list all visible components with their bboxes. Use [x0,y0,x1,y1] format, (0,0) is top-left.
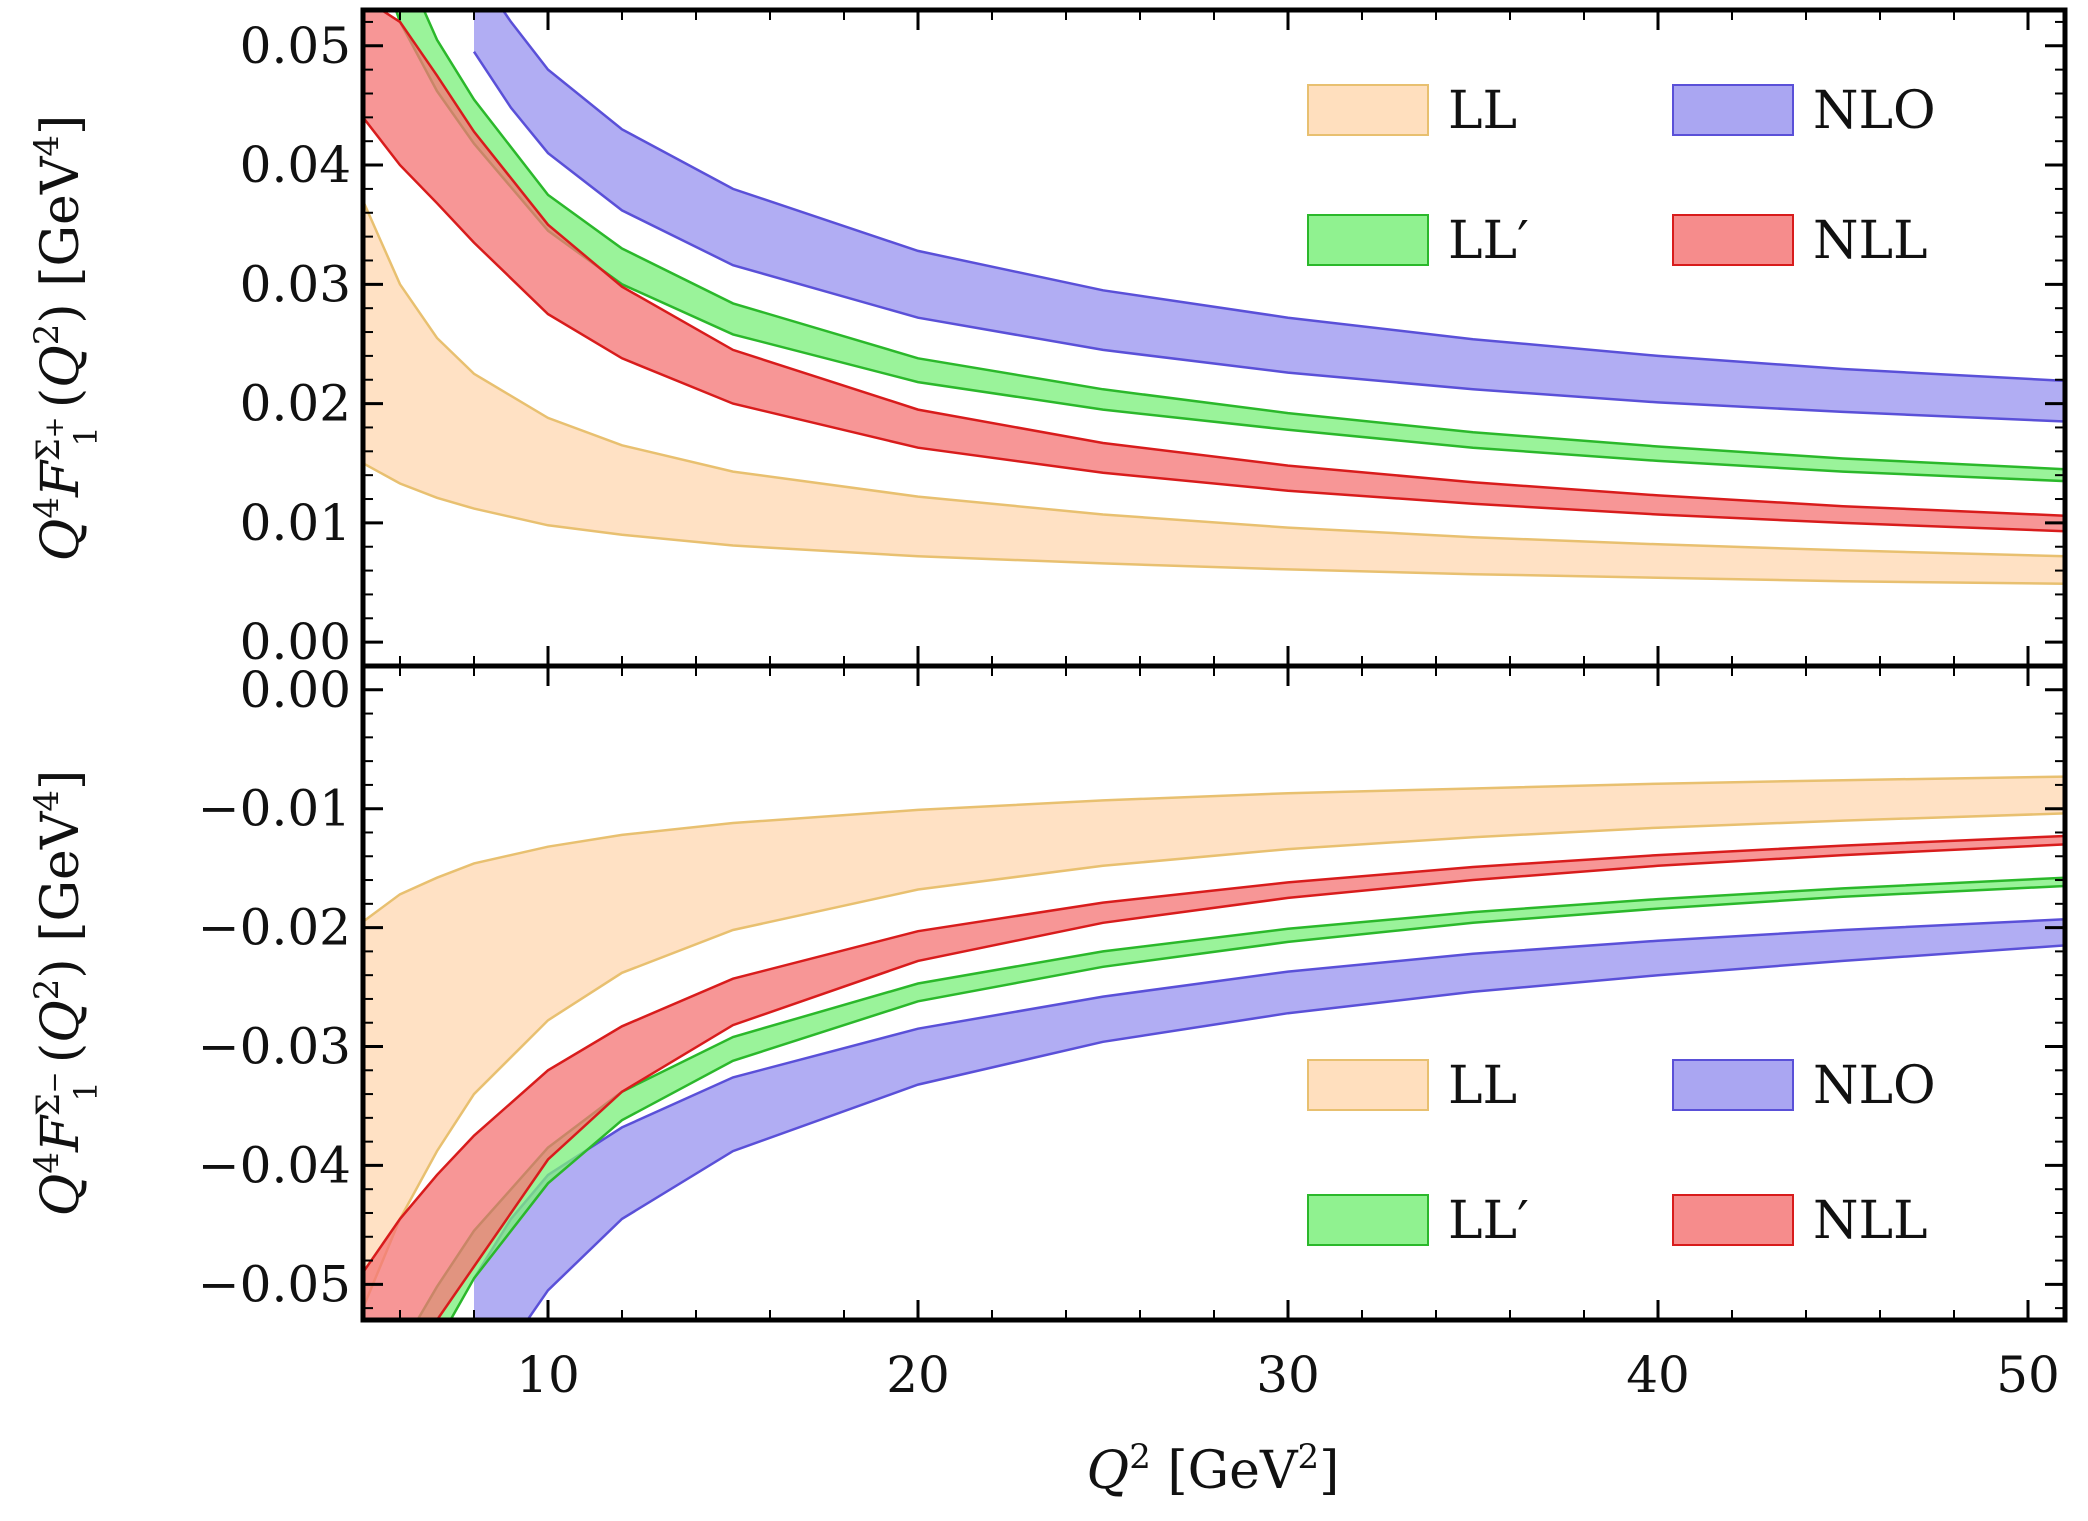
xlabel: Q2 [GeV2] [1087,1437,1340,1501]
band-nll-lower-edge-0 [363,116,2065,533]
band-ll-upper-edge-1 [363,775,2065,923]
legend-top: LL NLO LL′ NLL [1307,81,1936,271]
band-nlo-lower-edge-1 [525,944,2065,1320]
band-ll-lower-edge-1 [363,812,2065,1309]
top-panel-bands [363,10,2065,585]
legend-label-llp-1: LL′ [1448,1191,1529,1251]
ytick-label-1-1: −0.01 [198,780,351,838]
band-ll-upper-edge-0 [363,200,2065,558]
band-nlo-0 [474,10,2065,422]
legend-swatch-ll-1 [1307,1059,1429,1111]
band-nlo-lower-edge-0 [472,51,2065,423]
band-nlo-upper-edge-0 [501,10,2065,383]
legend-label-llp-0: LL′ [1448,211,1529,271]
ytick-label-0-2: 0.02 [240,375,351,433]
ytick-label-0-0: 0.00 [240,613,351,671]
legend-label-nlo-1: NLO [1813,1056,1936,1116]
ytick-label-1-2: −0.02 [198,899,351,957]
ytick-label-1-3: −0.03 [198,1018,351,1076]
band-llp-upper-edge-0 [422,10,2065,471]
ytick-label-1-0: 0.00 [240,661,351,719]
legend-swatch-llp-0 [1307,214,1429,266]
legend-label-nll-0: NLL [1813,211,1928,271]
xtick-label-4: 50 [1996,1346,2060,1404]
band-ll-1 [363,776,2065,1309]
legend-label-ll-0: LL [1448,81,1517,141]
band-llp-lower-edge-1 [449,884,2065,1320]
ytick-label-0-5: 0.05 [240,17,351,75]
band-nll-upper-edge-0 [379,10,2065,517]
xtick-label-1: 20 [886,1346,950,1404]
legend-swatch-nll-1 [1672,1194,1794,1246]
band-nll-lower-edge-1 [432,843,2065,1320]
legend-label-ll-1: LL [1448,1056,1517,1116]
xtick-label-3: 40 [1626,1346,1690,1404]
ytick-label-1-4: −0.04 [198,1136,351,1194]
legend-swatch-nlo-0 [1672,84,1794,136]
ytick-label-0-4: 0.04 [240,136,351,194]
ytick-label-1-5: −0.05 [198,1255,351,1313]
legend-swatch-nll-0 [1672,214,1794,266]
legend-bottom: LL NLO LL′ NLL [1307,1056,1936,1251]
legend-swatch-ll-0 [1307,84,1429,136]
legend-swatch-nlo-1 [1672,1059,1794,1111]
bottom-panel-bands [363,775,2065,1320]
xtick-label-0: 10 [516,1346,580,1404]
ytick-label-0-3: 0.03 [240,255,351,313]
xtick-label-2: 30 [1256,1346,1320,1404]
band-nll-upper-edge-1 [363,834,2065,1274]
band-ll-0 [363,200,2065,584]
legend-label-nll-1: NLL [1813,1191,1928,1251]
panel-frames [360,7,2068,1323]
band-ll-lower-edge-0 [363,462,2065,585]
legend-label-nlo-0: NLO [1813,81,1936,141]
band-nlo-1 [474,919,2065,1320]
bottom-ylabel: Q4FΣ−1(Q2) [GeV4] [27,770,105,1217]
ytick-label-0-1: 0.01 [240,494,351,552]
top-ylabel: Q4FΣ+1(Q2) [GeV4] [27,115,105,562]
panel-frame-1 [360,663,2068,1323]
tick-labels: 0.00 0.01 0.02 0.03 0.04 0.05 0.00 −0.01 −0.02 −0… [198,17,2060,1404]
legend-swatch-llp-1 [1307,1194,1429,1246]
band-nll-0 [363,10,2065,532]
